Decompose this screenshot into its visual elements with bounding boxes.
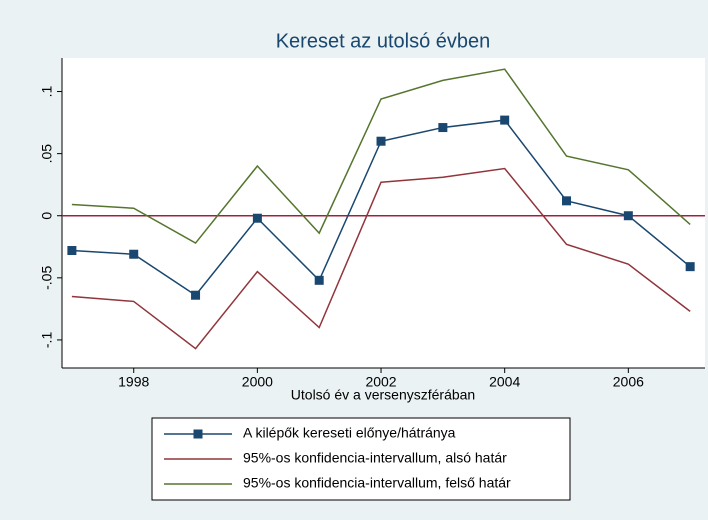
marker bbox=[562, 196, 572, 206]
series-line bbox=[71, 167, 691, 350]
y-tick-label: -.05 bbox=[39, 266, 55, 290]
x-axis-label: Utolsó év a versenyszférában bbox=[291, 387, 475, 403]
x-tick-label: 2000 bbox=[242, 374, 273, 390]
legend-label: 95%-os konfidencia-intervallum, felső ha… bbox=[243, 475, 511, 491]
marker bbox=[685, 262, 695, 272]
y-tick-label: .1 bbox=[39, 85, 55, 97]
y-tick-label: 0 bbox=[39, 212, 55, 220]
marker bbox=[376, 136, 386, 146]
marker bbox=[623, 211, 633, 221]
marker bbox=[314, 275, 324, 285]
legend-label: A kilépők kereseti előnye/hátránya bbox=[243, 425, 456, 441]
x-tick-label: 2006 bbox=[613, 374, 644, 390]
marker bbox=[438, 123, 448, 133]
marker bbox=[252, 213, 262, 223]
x-tick-label: 1998 bbox=[118, 374, 149, 390]
plot-area bbox=[62, 58, 705, 368]
marker bbox=[191, 290, 201, 300]
marker bbox=[500, 115, 510, 125]
x-tick-label: 2002 bbox=[365, 374, 396, 390]
legend-marker bbox=[193, 429, 203, 439]
series-line bbox=[71, 68, 691, 245]
y-tick-label: -.1 bbox=[39, 332, 55, 349]
legend-label: 95%-os konfidencia-intervallum, alsó hat… bbox=[243, 450, 507, 466]
chart-title: Kereset az utolsó évben bbox=[276, 30, 491, 52]
marker bbox=[129, 249, 139, 259]
y-tick-label: .05 bbox=[39, 144, 55, 164]
x-tick-label: 2004 bbox=[489, 374, 520, 390]
marker bbox=[67, 246, 77, 256]
